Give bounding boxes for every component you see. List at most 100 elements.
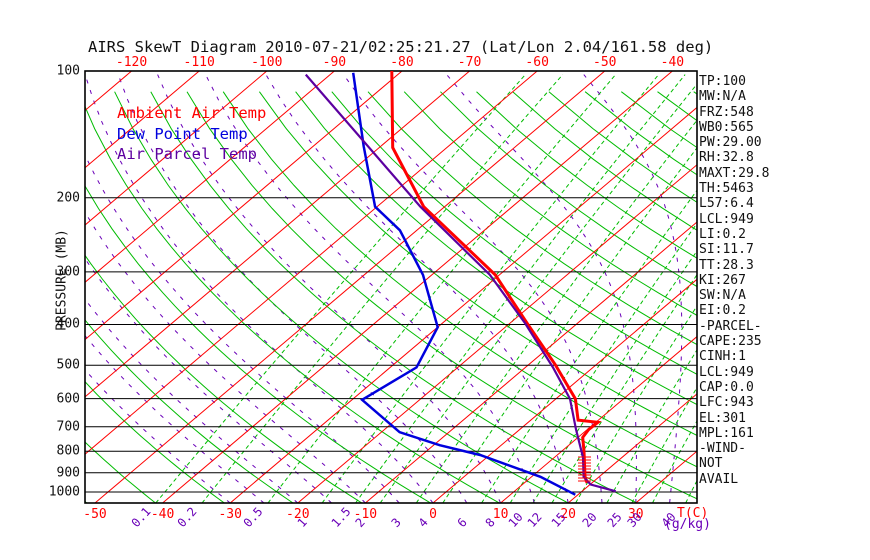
legend-item: Ambient Air Temp [117,104,267,122]
index-readout: -WIND- [699,441,746,457]
mixing-ratio-line [606,349,697,503]
dry-adiabat-line [85,105,500,503]
index-readout: AVAIL [699,471,739,487]
pressure-tick-label: 400 [56,316,80,332]
top-temp-tick-label: -50 [593,55,617,70]
legend: Ambient Air Temp Dew Point Temp Air Parcel… [117,103,266,165]
index-readout: CINH:1 [699,349,746,365]
bottom-temp-tick-label: 10 [492,507,509,522]
dry-adiabat-line [186,91,697,500]
dry-adiabat-line [85,185,431,503]
dry-adiabat-line [222,91,697,468]
bottom-temp-tick-label: -10 [353,507,378,522]
isotherm-line [297,164,697,503]
mixing-ratio-line [631,386,697,503]
index-readout: FRZ:548 [699,104,754,120]
index-readout: LFC:943 [699,395,754,411]
index-readout: MW:N/A [699,89,746,105]
isotherm-line [85,71,335,283]
profile-layer [304,71,617,496]
dry-adiabat-line [331,91,697,375]
index-readout: SW:N/A [699,288,746,304]
index-readout: RH:32.8 [699,150,754,166]
pressure-tick-label: 1000 [48,484,80,500]
top-temp-tick-label: -70 [457,55,482,70]
bottom-temp-tick-label: -30 [218,507,242,522]
isotherm-line [229,106,697,503]
moist-adiabat-line [205,74,535,503]
pressure-tick-label: 300 [56,264,80,280]
moist-adiabat-line [85,74,434,503]
index-readout: EI:0.2 [699,303,746,319]
isotherm-line [85,71,403,341]
dry-adiabat-line [85,500,88,503]
dry-adiabat-line [476,91,697,259]
pressure-tick-label: 700 [56,419,80,435]
sounding-indices-panel: TP:100 MW:N/A FRZ:548 WB0:565 PW:29.00 RH:32.… [699,74,769,487]
pressure-axis-label: PRESSURE (MB) [54,229,70,331]
index-readout: EL:301 [699,410,746,426]
index-readout: -PARCEL- [699,318,762,334]
index-readout: LCL:949 [699,364,754,380]
bottom-temp-tick-label: -20 [286,507,310,522]
isotherm-line [162,71,673,503]
moist-adiabat-line [583,74,683,503]
isotherm-line [85,71,538,455]
index-readout: SI:11.7 [699,242,754,258]
page-title: AIRS SkewT Diagram 2010-07-21/02:25:21.2… [88,38,714,56]
dry-adiabat-line [367,91,697,346]
index-readout: LI:0.2 [699,226,746,242]
index-readout: L57:6.4 [699,196,754,212]
top-temp-tick-label: -100 [251,55,283,70]
legend-item: Air Parcel Temp [117,145,257,163]
index-readout: TP:100 [699,74,746,89]
isotherm-line [85,71,268,226]
moist-adiabat-line [343,74,603,503]
mixing-ratio-line [379,83,697,503]
index-readout: NOT [699,456,723,472]
profile-parcel [304,73,617,493]
index-readout: TH:5463 [699,181,754,197]
plot-border [84,70,698,504]
moist-adiabat-line [446,74,637,503]
index-readout: CAP:0.0 [699,379,754,395]
bottom-temp-tick-label: 0 [429,507,437,522]
dry-adiabat-line [258,91,697,436]
bottom-temp-tick-label: 30 [627,507,644,522]
bottom-temp-tick-label: -50 [83,507,107,522]
bottom-temp-tick-label: 20 [560,507,577,522]
isotherm-line [500,335,697,503]
temp-unit-label: T(C) [677,506,709,521]
index-readout: TT:28.3 [699,257,754,273]
profile-dewpoint [351,72,576,496]
pressure-tick-label: 100 [56,63,80,79]
legend-item: Dew Point Temp [117,124,248,143]
isotherm-line [432,278,697,503]
isotherm-line [85,71,470,398]
mixing-ratio-line [551,273,697,503]
isotherm-line [365,221,697,503]
bottom-temp-tick-label: -40 [150,507,175,522]
top-temp-tick-label: -60 [525,55,549,70]
index-readout: WB0:565 [699,119,754,135]
index-readout: PW:29.00 [699,135,762,151]
index-readout: CAPE:235 [699,334,762,350]
pressure-tick-label: 200 [56,190,80,206]
dry-adiabat-line [85,254,363,503]
index-readout: MPL:161 [699,425,754,441]
dry-adiabat-line [150,91,638,503]
dry-adiabat-line [85,441,156,503]
index-readout: MAXT:29.8 [699,165,770,181]
top-temp-tick-label: -40 [660,55,685,70]
isotherm-line [85,71,200,169]
mixing-ratio-line [575,305,697,503]
mixing-ratio-unit-label: (g/kg) [664,517,711,532]
isotherm-line [94,71,606,503]
top-temp-tick-label: -90 [322,55,347,70]
dry-adiabat-line [114,91,569,503]
moist-adiabat-line [85,153,400,503]
top-temp-tick-label: -110 [183,55,215,70]
top-temp-tick-label: -80 [390,55,414,70]
pressure-tick-label: 800 [56,443,80,459]
